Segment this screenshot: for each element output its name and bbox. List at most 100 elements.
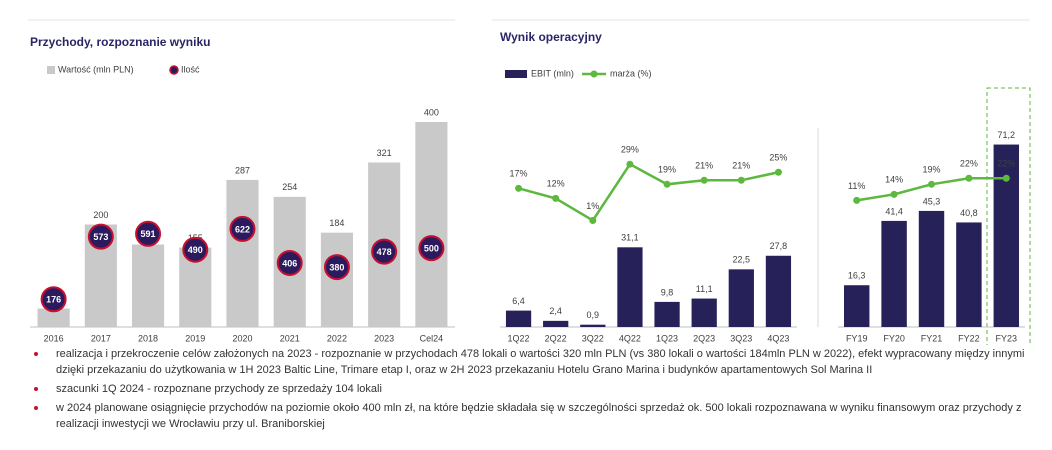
data-label: 21% (732, 161, 750, 171)
legend-swatch (169, 65, 179, 75)
x-tick-label: FY19 (846, 333, 868, 343)
x-tick-label: 1Q23 (656, 333, 678, 343)
bar (226, 179, 259, 327)
x-tick-label: 1Q22 (508, 333, 530, 343)
bar (654, 301, 680, 327)
data-label: 254 (282, 182, 297, 192)
marker (87, 223, 114, 250)
x-tick-label: 2016 (44, 333, 64, 343)
x-tick-label: 2Q23 (693, 333, 715, 343)
line-marker (552, 194, 560, 202)
data-label: 9,8 (661, 287, 674, 297)
data-label: 22% (960, 159, 978, 169)
data-label: 14% (885, 175, 903, 185)
marker (371, 238, 398, 265)
marker (135, 220, 162, 247)
data-label: 19% (922, 165, 940, 175)
data-label: 27,8 (770, 241, 788, 251)
line-marker (700, 176, 708, 184)
highlight-box (986, 87, 1031, 345)
data-label: 19% (658, 165, 676, 175)
x-tick-label: FY23 (996, 333, 1018, 343)
marker (418, 235, 445, 262)
data-label: 380 (329, 262, 344, 272)
note: w 2024 planowane osiągnięcie przychodów … (30, 400, 1030, 432)
legend-swatch (47, 66, 55, 74)
line-marker (515, 184, 523, 192)
data-label: 1% (586, 201, 599, 211)
x-tick-label: 2020 (232, 333, 252, 343)
data-label: 500 (424, 244, 439, 254)
note: szacunki 1Q 2024 - rozpoznane przychody … (30, 381, 1030, 397)
data-label: 591 (141, 229, 156, 239)
x-tick-label: 3Q23 (730, 333, 752, 343)
line-marker (1002, 174, 1010, 182)
data-label: 200 (93, 210, 108, 220)
data-label: 321 (377, 148, 392, 158)
data-label: 287 (235, 165, 250, 175)
data-label: 622 (235, 224, 250, 234)
line-marker (663, 180, 671, 188)
note: realizacja i przekroczenie celów założon… (30, 346, 1030, 378)
data-label: 0,9 (587, 310, 600, 320)
data-label: 17% (510, 169, 528, 179)
legend-swatch (590, 70, 598, 78)
line-marker (737, 176, 745, 184)
line-marker (853, 196, 861, 204)
x-tick-label: 4Q22 (619, 333, 641, 343)
chart-title: Wynik operacyjny (500, 30, 602, 44)
x-tick-label: 2Q22 (545, 333, 567, 343)
x-tick-label: FY21 (921, 333, 943, 343)
bar (37, 308, 70, 327)
line-marker (589, 216, 597, 224)
x-tick-label: FY20 (883, 333, 905, 343)
legend-label: EBIT (mln) (531, 68, 574, 78)
legend-label: Wartość (mln PLN) (58, 64, 134, 74)
data-label: 2,4 (549, 306, 562, 316)
marker (40, 286, 67, 313)
line-marker (774, 168, 782, 176)
bar (993, 144, 1020, 327)
bar (543, 320, 569, 327)
data-label: 21% (695, 161, 713, 171)
charts: Przychody, rozpoznanie wyniku 2016 2017 201… (28, 19, 1031, 345)
data-label: 573 (93, 232, 108, 242)
bar (918, 210, 945, 327)
data-label: 406 (282, 258, 297, 268)
marker (323, 254, 350, 281)
notes: realizacja i przekroczenie celów założon… (30, 346, 1030, 435)
line-marker (965, 174, 973, 182)
bar (505, 310, 532, 327)
bar (956, 222, 982, 327)
x-tick-label: 2019 (185, 333, 205, 343)
data-label: 40,8 (960, 208, 978, 218)
data-label: 16,3 (848, 271, 866, 281)
data-label: 478 (377, 247, 392, 257)
bar (132, 244, 165, 327)
bar (765, 255, 792, 327)
marker (182, 236, 209, 263)
data-label: 25% (769, 153, 787, 163)
x-tick-label: FY22 (958, 333, 980, 343)
bar (728, 269, 754, 327)
data-label: 45,3 (923, 196, 941, 206)
x-tick-label: 2017 (91, 333, 111, 343)
legend-swatch (505, 70, 527, 78)
data-label: 12% (547, 179, 565, 189)
bar (617, 247, 643, 327)
bar (415, 122, 448, 327)
bar (691, 298, 717, 327)
data-label: 29% (621, 145, 639, 155)
x-tick-label: 2022 (327, 333, 347, 343)
legend-label: Ilość (181, 64, 200, 74)
line (518, 162, 779, 223)
data-label: 41,4 (885, 206, 903, 216)
marker (276, 249, 303, 276)
data-label: 400 (424, 107, 439, 117)
x-tick-label: Cel24 (420, 333, 444, 343)
data-label: 22% (997, 159, 1015, 169)
data-label: 490 (188, 245, 203, 255)
marker (229, 215, 256, 242)
x-tick-label: 3Q22 (582, 333, 604, 343)
